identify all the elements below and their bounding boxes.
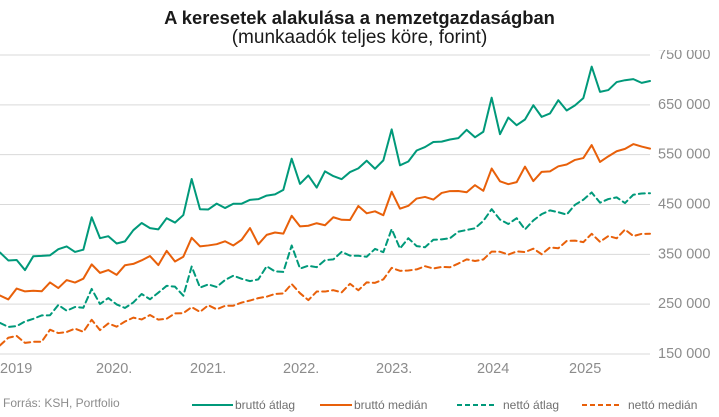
svg-text:350 000: 350 000 bbox=[658, 246, 710, 262]
svg-text:550 000: 550 000 bbox=[658, 147, 710, 163]
svg-text:450 000: 450 000 bbox=[658, 196, 710, 212]
svg-text:650 000: 650 000 bbox=[658, 97, 710, 113]
svg-text:750 000: 750 000 bbox=[658, 50, 710, 63]
svg-text:250 000: 250 000 bbox=[658, 296, 710, 312]
svg-text:150 000: 150 000 bbox=[658, 346, 710, 360]
